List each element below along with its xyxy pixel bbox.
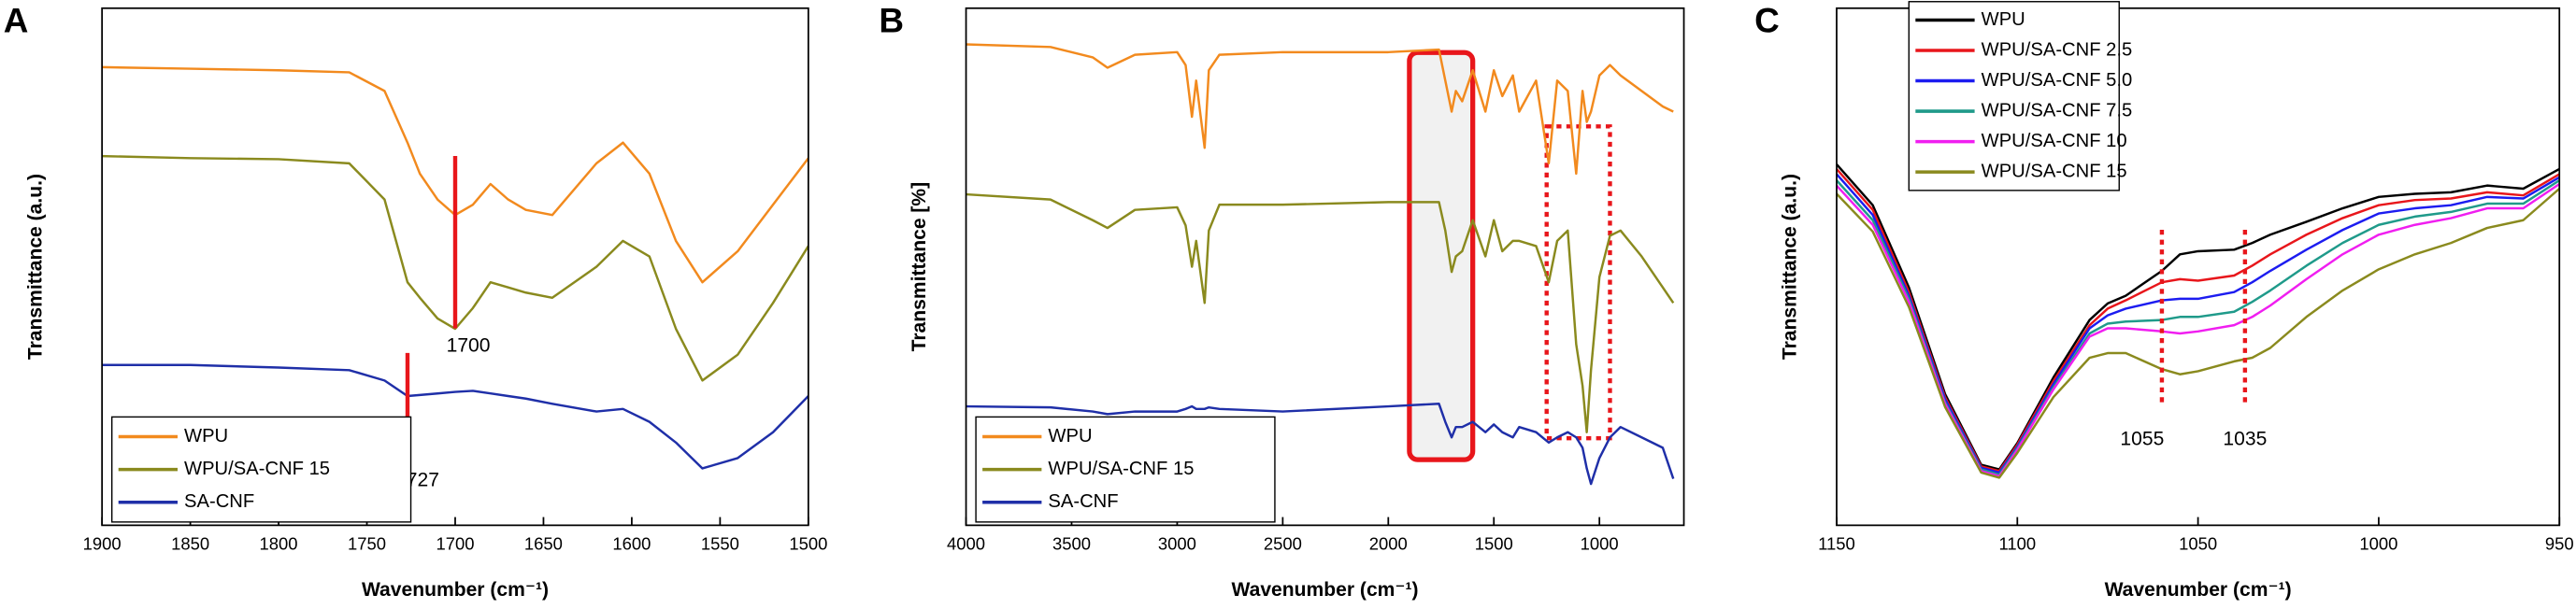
y-axis-title: Transmittance [%] bbox=[909, 182, 930, 352]
legend-label: SA-CNF bbox=[1048, 491, 1118, 512]
y-axis-title: Transmittance (a.u.) bbox=[1779, 174, 1800, 360]
spectrum-line bbox=[1836, 188, 2561, 479]
x-tick-label: 950 bbox=[2545, 533, 2574, 553]
x-tick-label: 1900 bbox=[83, 533, 122, 553]
x-tick-label: 4000 bbox=[947, 533, 985, 553]
legend-box bbox=[975, 416, 1276, 523]
x-tick-label: 1050 bbox=[2179, 533, 2217, 553]
spectrum-line bbox=[1836, 182, 2560, 478]
y-axis-title: Transmittance (a.u.) bbox=[24, 174, 46, 360]
legend-label: WPU bbox=[1982, 9, 2025, 30]
legend-box bbox=[1908, 1, 2120, 191]
annotation-label: 1700 bbox=[447, 334, 491, 356]
panel-letter: A bbox=[4, 1, 29, 39]
annotation-label: 1035 bbox=[2223, 429, 2267, 450]
x-axis-title: Wavenumber (cm⁻¹) bbox=[1232, 579, 1419, 601]
highlight-box bbox=[1544, 124, 1612, 441]
spectrum-line bbox=[966, 403, 1675, 486]
legend-label: WPU/SA-CNF 15 bbox=[1048, 459, 1194, 479]
legend-label: WPU/SA-CNF 10 bbox=[1982, 131, 2127, 151]
spectrum-line bbox=[1836, 168, 2560, 473]
spectrum-line bbox=[102, 154, 809, 382]
x-tick-label: 1550 bbox=[701, 533, 739, 553]
annotation-label: 1055 bbox=[2120, 429, 2164, 450]
legend-label: WPU/SA-CNF 15 bbox=[1982, 161, 2127, 181]
x-tick-label: 3500 bbox=[1052, 533, 1091, 553]
legend-label: WPU/SA-CNF 7.5 bbox=[1982, 100, 2133, 120]
panel-letter: B bbox=[879, 1, 904, 39]
spectrum-line bbox=[102, 363, 809, 470]
spectrum-line bbox=[102, 65, 809, 284]
x-tick-label: 1800 bbox=[260, 533, 298, 553]
spectrum-line bbox=[1836, 179, 2560, 476]
x-tick-label: 1100 bbox=[1998, 533, 2036, 553]
legend-label: WPU bbox=[184, 426, 228, 446]
x-tick-label: 1850 bbox=[171, 533, 209, 553]
x-tick-label: 2500 bbox=[1264, 533, 1302, 553]
spectrum-line bbox=[966, 192, 1675, 433]
x-tick-label: 2000 bbox=[1369, 533, 1408, 553]
legend-label: SA-CNF bbox=[184, 491, 254, 512]
x-tick-label: 1000 bbox=[1581, 533, 1619, 553]
legend-label: WPU/SA-CNF 15 bbox=[184, 459, 330, 479]
x-tick-label: 1150 bbox=[1818, 533, 1855, 553]
legend-label: WPU/SA-CNF 5.0 bbox=[1982, 70, 2133, 91]
x-tick-label: 1500 bbox=[1475, 533, 1513, 553]
x-tick-label: 1700 bbox=[436, 533, 474, 553]
x-tick-label: 1600 bbox=[612, 533, 651, 553]
x-axis-title: Wavenumber (cm⁻¹) bbox=[362, 579, 549, 601]
x-tick-label: 1000 bbox=[2359, 533, 2397, 553]
x-tick-label: 3000 bbox=[1158, 533, 1196, 553]
legend-label: WPU bbox=[1048, 426, 1092, 446]
x-tick-label: 1750 bbox=[348, 533, 386, 553]
highlight-box bbox=[1407, 50, 1476, 462]
x-axis-title: Wavenumber (cm⁻¹) bbox=[2105, 579, 2292, 601]
x-tick-label: 1650 bbox=[524, 533, 563, 553]
spectrum-line bbox=[966, 43, 1674, 176]
panel-letter: C bbox=[1754, 1, 1780, 39]
plot-frame bbox=[965, 7, 1685, 527]
x-tick-label: 1500 bbox=[789, 533, 827, 553]
legend-label: WPU/SA-CNF 2.5 bbox=[1982, 39, 2133, 60]
